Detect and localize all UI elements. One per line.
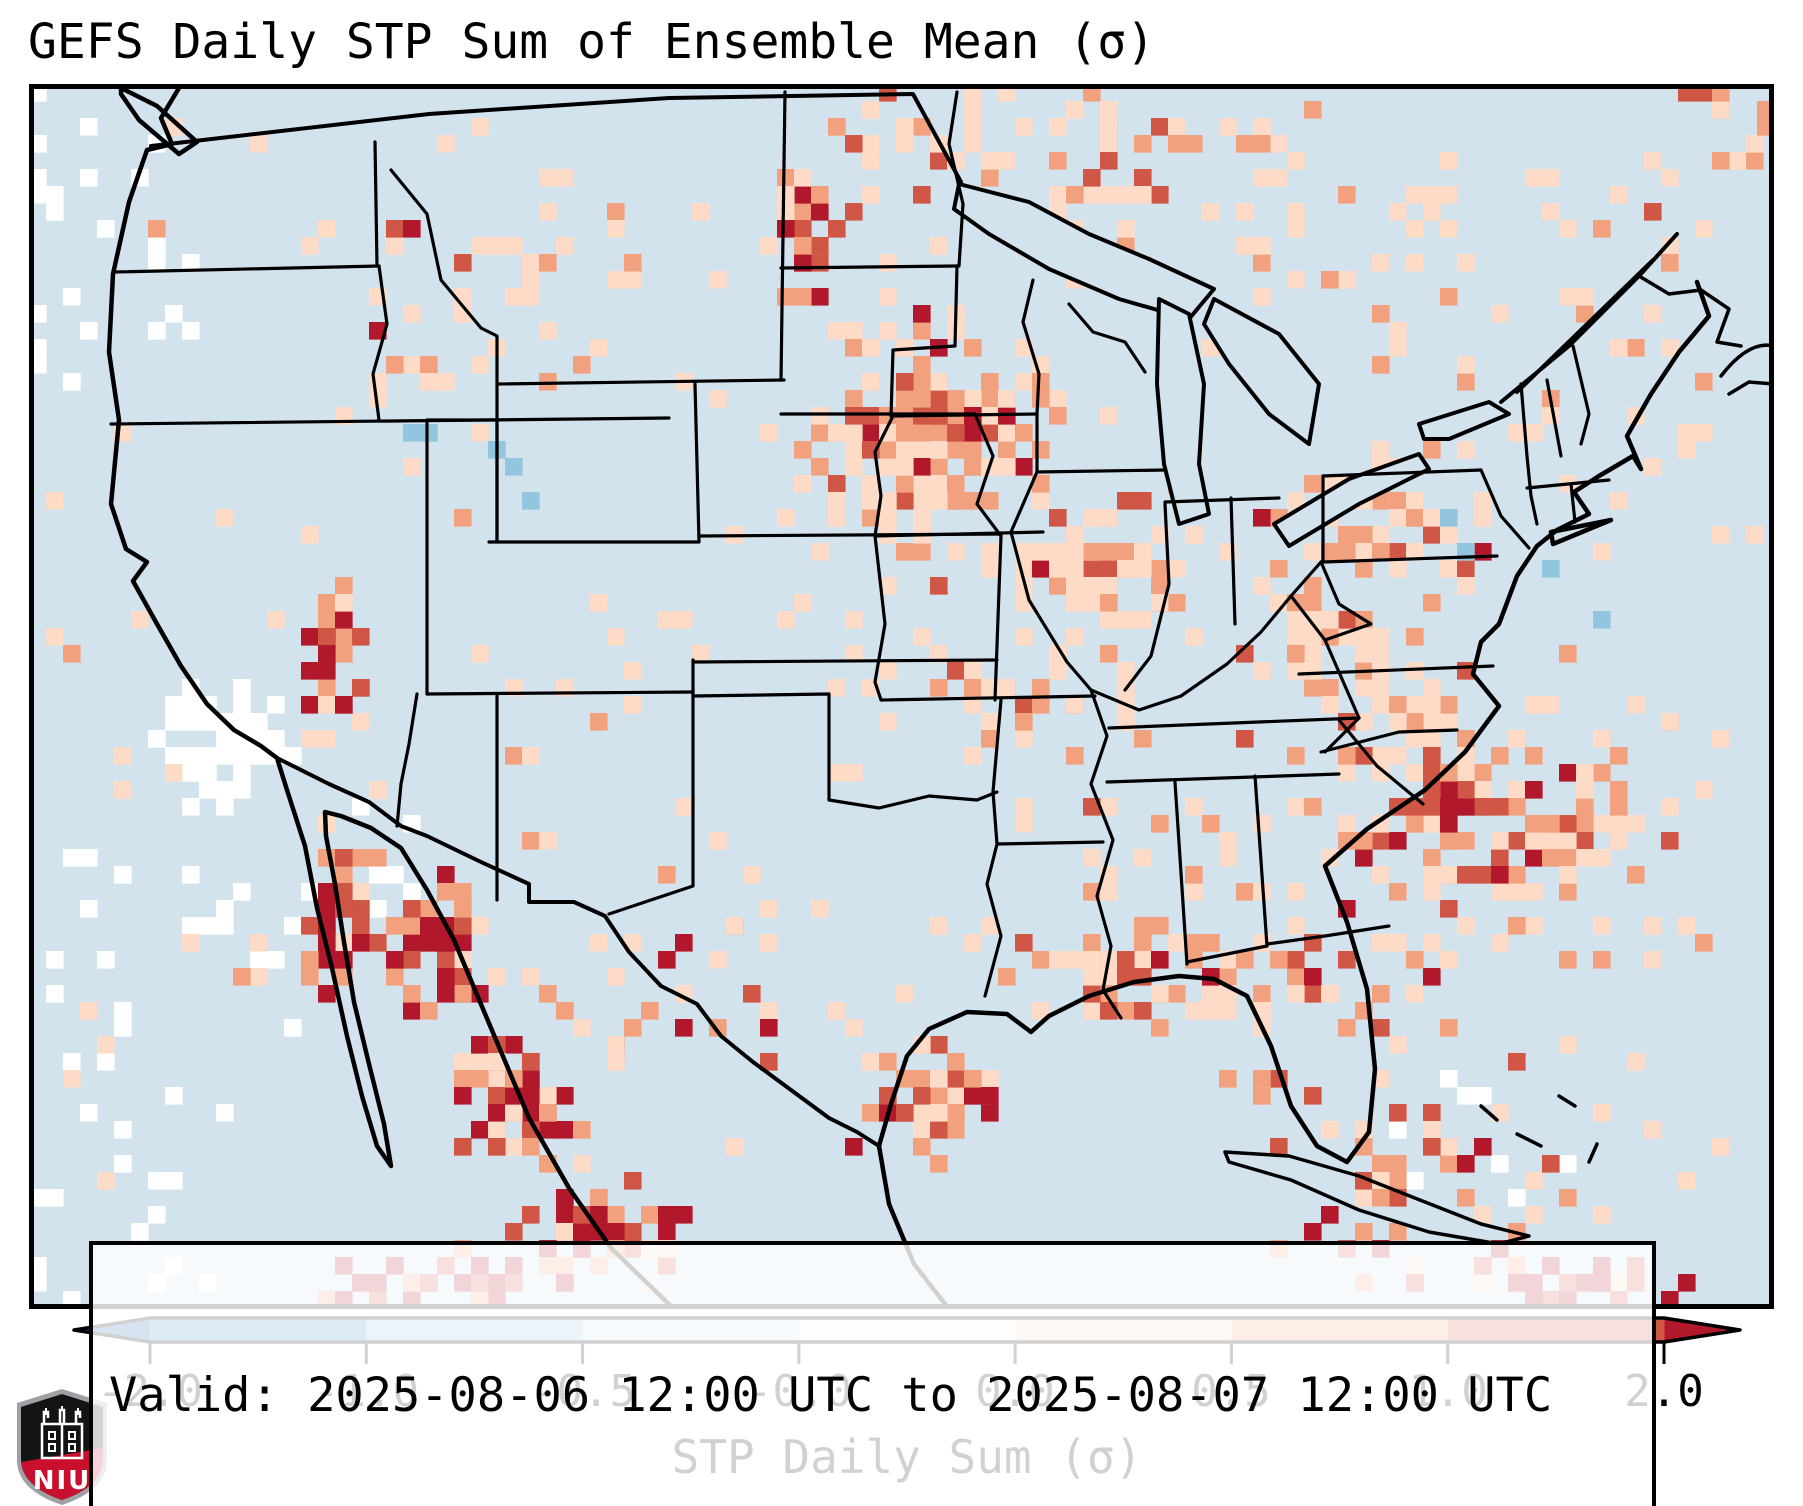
canada-border <box>149 92 963 184</box>
map-canvas <box>29 84 1774 1309</box>
state-borders <box>109 90 1611 1020</box>
valid-line: Valid: 2025-08-06 12:00 UTC to 2025-08-0… <box>109 1368 1553 1423</box>
logo-text: NIU <box>33 1466 92 1496</box>
valid-run-info-box: Valid: 2025-08-06 12:00 UTC to 2025-08-0… <box>89 1241 1656 1506</box>
vancouver-island <box>118 85 200 157</box>
lake-huron <box>1202 297 1321 446</box>
castle-icon <box>40 1406 84 1460</box>
logo-red-band <box>21 1448 103 1500</box>
cuba-coast <box>1223 1150 1531 1246</box>
lake-erie <box>1272 452 1431 548</box>
great-lakes <box>952 182 1511 548</box>
gulf-atlantic-coast <box>876 279 1712 1165</box>
bahamas-islands <box>1479 1094 1599 1164</box>
st-lawrence-river <box>1499 232 1679 404</box>
forecast-map: Valid: 2025-08-06 12:00 UTC to 2025-08-0… <box>29 84 1774 1506</box>
lake-ontario <box>1417 400 1511 441</box>
lake-michigan <box>1155 297 1211 526</box>
page-title: GEFS Daily STP Sum of Ensemble Mean (σ) <box>28 14 1156 70</box>
niu-logo: NIU <box>17 1389 107 1505</box>
pacific-coast <box>106 85 677 1309</box>
stp-heatmap-cells <box>29 84 1774 1309</box>
country-borders <box>149 92 1679 1148</box>
long-island <box>1548 517 1614 547</box>
mexico-border-rio-grande <box>275 756 881 1148</box>
